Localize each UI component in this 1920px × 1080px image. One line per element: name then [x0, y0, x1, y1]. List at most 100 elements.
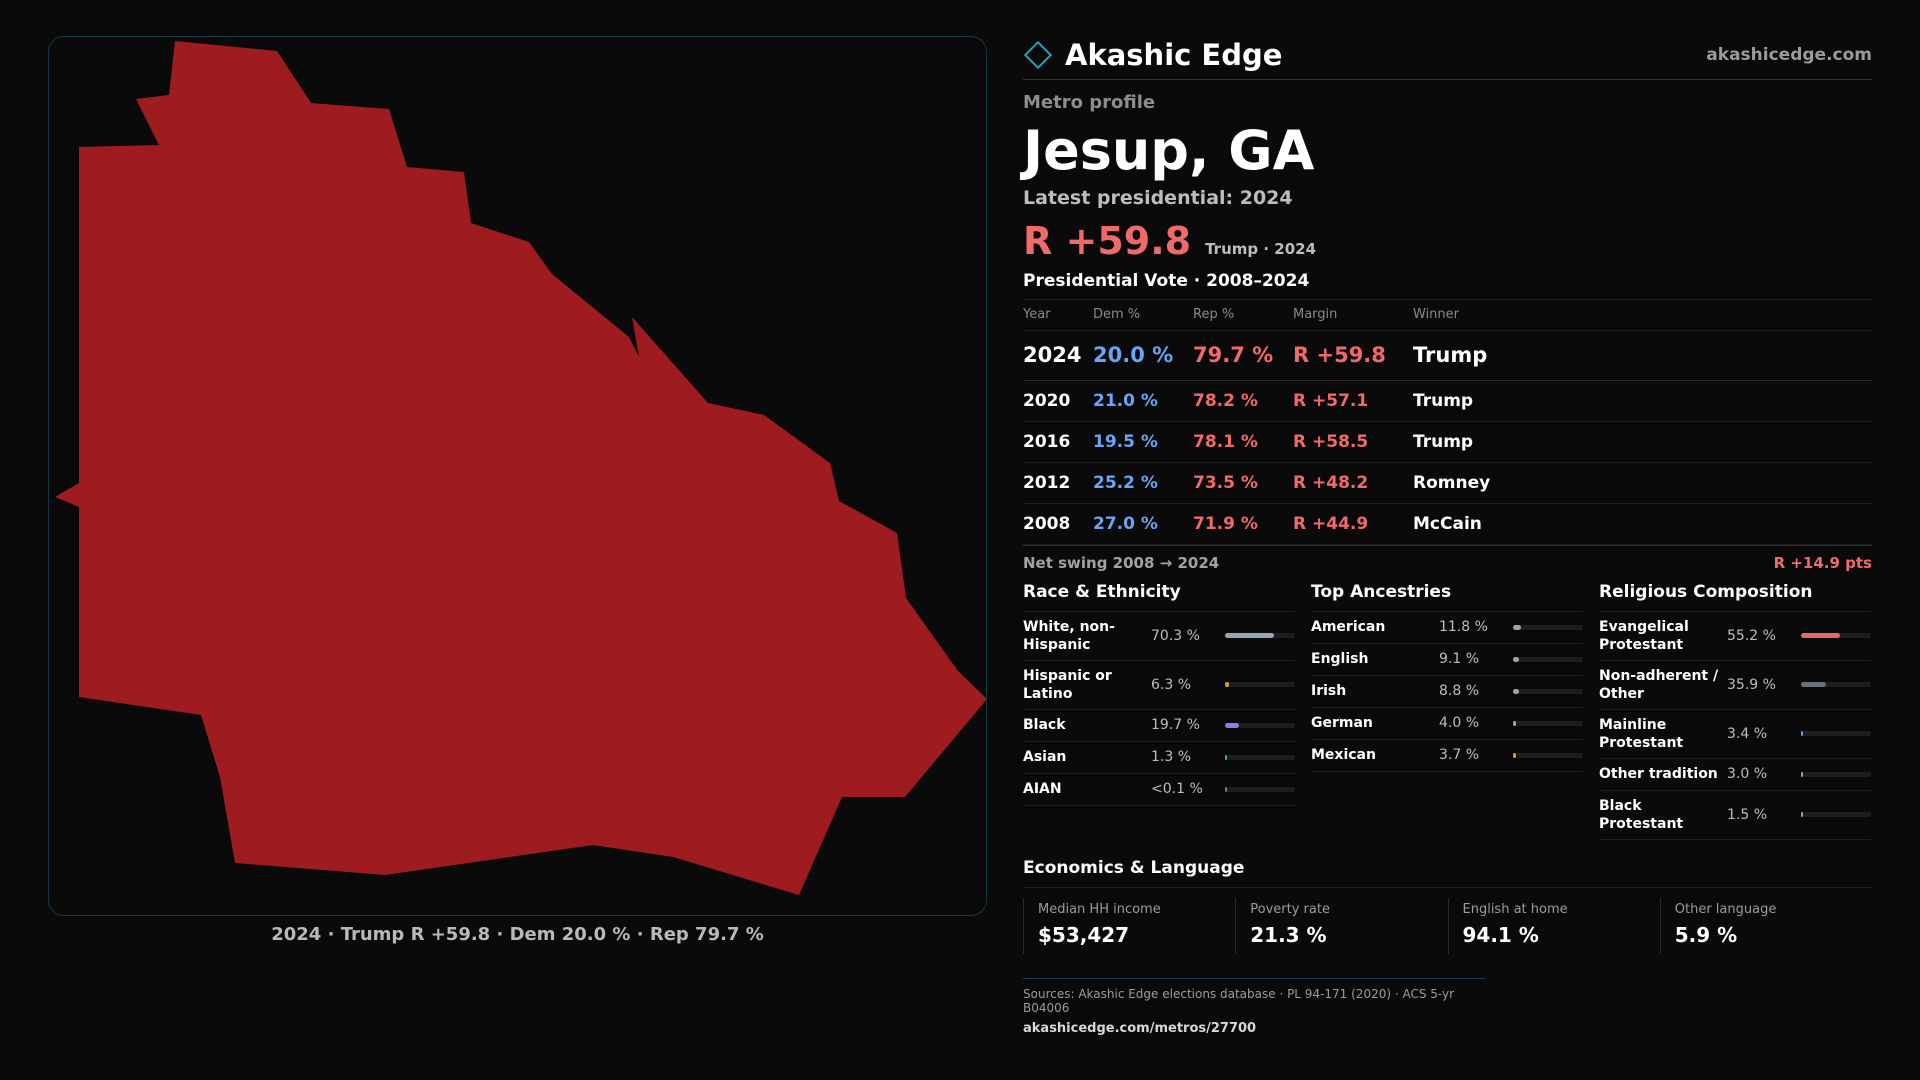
map-panel[interactable] — [48, 36, 987, 916]
stat-label: Asian — [1023, 749, 1067, 765]
share-bar — [1513, 752, 1583, 758]
stat-label: American — [1311, 619, 1386, 635]
row-winner: Trump — [1413, 380, 1872, 422]
row-year: 2024 — [1023, 330, 1093, 381]
col-margin: Margin — [1293, 300, 1413, 331]
share-bar — [1225, 754, 1295, 760]
stat-label: German — [1311, 715, 1373, 731]
economics-cards: Median HH income $53,427 Poverty rate 21… — [1023, 897, 1872, 954]
share-bar-fill — [1225, 633, 1274, 638]
brand-name: Akashic Edge — [1065, 37, 1283, 72]
list-item: Black Protestant 1.5 % — [1599, 791, 1871, 840]
stat-value: 3.7 % — [1439, 747, 1480, 763]
list-item: Evangelical Protestant 55.2 % — [1599, 612, 1871, 661]
sources-url[interactable]: akashicedge.com/metros/27700 — [1023, 1020, 1257, 1036]
brand[interactable]: Akashic Edge — [1023, 38, 1282, 72]
share-bar-fill — [1513, 752, 1516, 758]
econ-value: 94.1 % — [1462, 922, 1539, 947]
row-rep: 79.7 % — [1193, 330, 1293, 381]
stat-value: 55.2 % — [1727, 627, 1776, 644]
religion-title: Religious Composition — [1599, 582, 1871, 612]
row-dem: 27.0 % — [1093, 503, 1193, 545]
stat-value: 70.3 % — [1151, 627, 1200, 644]
row-margin: R +59.8 — [1293, 330, 1413, 381]
table-row: 2008 27.0 % 71.9 % R +44.9 McCain — [1023, 503, 1872, 545]
row-dem: 25.2 % — [1093, 462, 1193, 504]
stat-value: 19.7 % — [1151, 717, 1200, 733]
econ-card-income: Median HH income $53,427 — [1023, 897, 1235, 954]
headline-result: R +59.8 Trump · 2024 — [1023, 219, 1872, 263]
profile-kicker: Metro profile — [1023, 92, 1156, 113]
stat-value: 1.5 % — [1727, 806, 1768, 823]
row-dem: 21.0 % — [1093, 380, 1193, 422]
stat-value: 3.0 % — [1727, 766, 1768, 782]
share-bar — [1225, 786, 1295, 792]
row-year: 2020 — [1023, 380, 1093, 422]
econ-value: $53,427 — [1038, 922, 1130, 947]
row-rep: 73.5 % — [1193, 462, 1293, 504]
share-bar — [1801, 771, 1871, 777]
econ-label: English at home — [1462, 901, 1568, 917]
stat-value: 35.9 % — [1727, 676, 1776, 693]
row-year: 2016 — [1023, 421, 1093, 463]
table-row: 2024 20.0 % 79.7 % R +59.8 Trump — [1023, 330, 1872, 381]
econ-label: Other language — [1674, 901, 1777, 917]
stat-label: Hispanic or Latino — [1023, 667, 1112, 702]
list-item: Irish 8.8 % — [1311, 676, 1583, 708]
row-margin: R +57.1 — [1293, 380, 1413, 422]
net-swing: Net swing 2008 → 2024 R +14.9 pts — [1023, 544, 1872, 572]
share-bar — [1513, 656, 1583, 662]
brand-header: Akashic Edge akashicedge.com — [1023, 30, 1872, 80]
stat-label: Evangelical Protestant — [1599, 618, 1689, 653]
share-bar — [1225, 722, 1295, 728]
site-link[interactable]: akashicedge.com — [1706, 44, 1872, 65]
county-shape[interactable] — [55, 41, 987, 895]
row-dem: 20.0 % — [1093, 330, 1193, 381]
share-bar-fill — [1513, 624, 1521, 630]
share-bar — [1225, 682, 1295, 687]
headline-margin: R +59.8 — [1023, 219, 1192, 263]
econ-value: 5.9 % — [1674, 922, 1738, 947]
stat-value: 8.8 % — [1439, 683, 1480, 699]
net-swing-value: R +14.9 pts — [1773, 553, 1872, 572]
share-bar — [1801, 731, 1871, 736]
stat-value: <0.1 % — [1151, 781, 1203, 797]
list-item: Hispanic or Latino 6.3 % — [1023, 661, 1295, 710]
econ-card-other-language: Other language 5.9 % — [1659, 897, 1872, 954]
share-bar — [1513, 624, 1583, 630]
row-winner: Romney — [1413, 462, 1872, 504]
stat-value: 6.3 % — [1151, 676, 1192, 693]
econ-card-poverty: Poverty rate 21.3 % — [1235, 897, 1447, 954]
row-rep: 71.9 % — [1193, 503, 1293, 545]
share-bar — [1801, 812, 1871, 817]
stat-label: AIAN — [1023, 781, 1062, 797]
share-bar-fill — [1801, 812, 1803, 817]
share-bar-fill — [1801, 633, 1840, 638]
vote-table-header: Year Dem % Rep % Margin Winner — [1023, 300, 1872, 331]
share-bar-fill — [1513, 656, 1519, 662]
row-winner: McCain — [1413, 503, 1872, 545]
county-map[interactable] — [49, 37, 987, 916]
share-bar-fill — [1801, 682, 1826, 687]
col-winner: Winner — [1413, 300, 1872, 331]
metro-title: Jesup, GA — [1023, 119, 1315, 182]
share-bar-fill — [1225, 786, 1227, 792]
stat-value: 4.0 % — [1439, 715, 1480, 731]
col-year: Year — [1023, 300, 1093, 331]
demographics: Race & Ethnicity White, non-Hispanic 70.3… — [1023, 582, 1872, 840]
latest-election: Latest presidential: 2024 — [1023, 187, 1293, 209]
row-margin: R +48.2 — [1293, 462, 1413, 504]
row-year: 2012 — [1023, 462, 1093, 504]
share-bar-fill — [1225, 682, 1229, 687]
sources-text: Sources: Akashic Edge elections database… — [1023, 986, 1455, 1015]
vote-table: Year Dem % Rep % Margin Winner 2024 20.0… — [1023, 300, 1872, 545]
table-row: 2012 25.2 % 73.5 % R +48.2 Romney — [1023, 462, 1872, 504]
economics-title: Economics & Language — [1023, 858, 1872, 888]
stat-label: Non-adherent / Other — [1599, 667, 1719, 702]
diamond-icon — [1023, 40, 1053, 69]
row-margin: R +44.9 — [1293, 503, 1413, 545]
stat-label: English — [1311, 651, 1369, 667]
col-rep: Rep % — [1193, 300, 1293, 331]
econ-card-english: English at home 94.1 % — [1447, 897, 1660, 954]
headline-winner: Trump · 2024 — [1205, 240, 1317, 258]
